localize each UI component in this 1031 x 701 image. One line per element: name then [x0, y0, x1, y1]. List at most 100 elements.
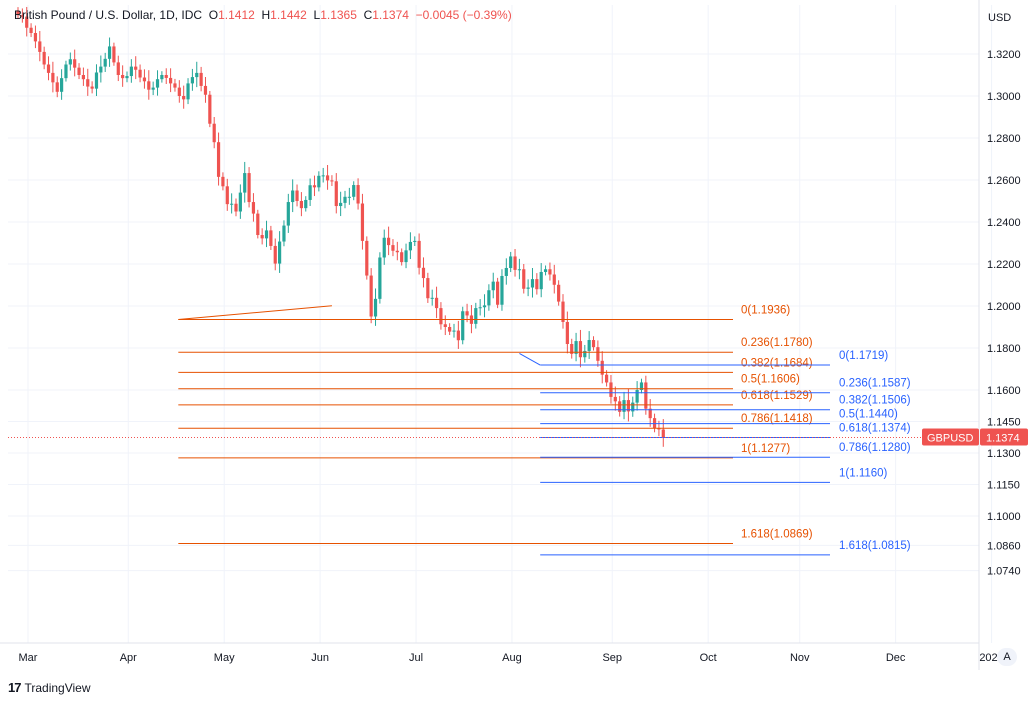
x-tick-label: Mar: [19, 652, 38, 664]
candle-body: [517, 269, 521, 271]
candle: [395, 241, 399, 261]
candle-body: [256, 213, 260, 236]
candle: [456, 320, 460, 349]
candle-body: [321, 175, 325, 177]
fib-level-label: 1(1.1277): [741, 443, 790, 455]
candle-body: [90, 86, 94, 89]
tradingview-logo[interactable]: 17 TradingView: [8, 680, 91, 695]
candle-body: [164, 75, 168, 78]
candle: [591, 336, 596, 351]
y-tick-label: 1.2400: [987, 217, 1021, 229]
candle-body: [356, 185, 360, 204]
candle: [434, 286, 439, 319]
candle: [587, 331, 591, 359]
candle: [125, 71, 129, 83]
close-value: 1.1374: [372, 8, 409, 22]
candle: [86, 68, 90, 96]
candle: [221, 172, 225, 191]
candle-body: [147, 81, 151, 90]
candle: [230, 193, 234, 214]
candle-body: [195, 72, 199, 78]
candle-body: [474, 308, 478, 324]
candle: [55, 76, 59, 98]
candle: [400, 248, 404, 266]
candle: [557, 280, 561, 306]
candle-body: [20, 15, 24, 17]
fib-level-label: 1(1.1160): [839, 467, 888, 479]
candle-body: [308, 185, 312, 200]
candle: [312, 175, 317, 197]
candle: [496, 277, 500, 309]
candle: [138, 64, 142, 83]
candle-body: [33, 33, 38, 42]
candle-body: [408, 241, 412, 251]
price-tag-text: 1.1374: [986, 432, 1020, 444]
candle-body: [334, 181, 338, 207]
currency-label[interactable]: USD: [988, 12, 1012, 24]
candle-body: [46, 64, 51, 73]
x-tick-label: Apr: [120, 652, 137, 664]
candle-body: [635, 390, 639, 403]
candle-body: [369, 275, 373, 317]
candle: [622, 391, 626, 420]
candle: [151, 81, 155, 96]
candle-body: [478, 307, 482, 309]
fib-level-label: 0.5(1.1440): [839, 409, 898, 421]
candle-body: [613, 396, 617, 402]
candle: [38, 31, 42, 62]
candle: [238, 184, 242, 219]
candle: [116, 55, 120, 82]
candle: [639, 378, 644, 394]
x-tick-label: Sep: [602, 652, 622, 664]
candle: [273, 238, 277, 271]
candle-body: [448, 327, 452, 332]
candle: [33, 25, 38, 49]
candle-body: [238, 192, 242, 212]
candle-body: [273, 245, 277, 264]
candle-body: [578, 341, 583, 358]
candle-body: [609, 382, 613, 397]
candle-body: [260, 235, 264, 239]
candle: [107, 37, 112, 67]
fib-level-label: 1.618(1.0869): [741, 529, 813, 541]
candle: [269, 225, 273, 251]
candle: [129, 59, 133, 83]
candle: [652, 413, 657, 433]
x-tick-label: Jun: [311, 652, 329, 664]
candle: [321, 167, 325, 183]
y-tick-label: 1.1300: [987, 448, 1021, 460]
fib-level-label: 0.236(1.1587): [839, 378, 911, 390]
candle: [543, 265, 548, 276]
brand-name: TradingView: [24, 680, 91, 695]
y-tick-label: 1.2200: [987, 259, 1021, 271]
candle-body: [312, 185, 317, 188]
candle: [578, 329, 583, 368]
x-tick-label: May: [214, 652, 235, 664]
fib-level-label: 0.382(1.1506): [839, 395, 911, 407]
candle-body: [225, 186, 229, 205]
candle-body: [591, 340, 596, 348]
candle: [491, 272, 495, 299]
candle-body: [395, 250, 399, 253]
candle-body: [64, 64, 68, 79]
auto-scale-button[interactable]: A: [997, 648, 1017, 666]
candle: [25, 6, 29, 37]
candle: [208, 90, 212, 128]
candle-body: [618, 401, 622, 412]
fib-trend-line: [519, 353, 541, 366]
candle-body: [391, 245, 395, 251]
candle: [334, 173, 338, 214]
candle: [439, 302, 443, 330]
candle-body: [557, 284, 561, 302]
candle: [421, 257, 426, 288]
candle: [535, 273, 539, 295]
candle: [583, 344, 587, 363]
candle-body: [352, 185, 356, 197]
candle: [216, 132, 221, 186]
candle-body: [622, 400, 626, 412]
candle: [243, 161, 247, 203]
candle: [387, 226, 391, 256]
candle-body: [574, 341, 578, 354]
candle: [29, 23, 33, 38]
